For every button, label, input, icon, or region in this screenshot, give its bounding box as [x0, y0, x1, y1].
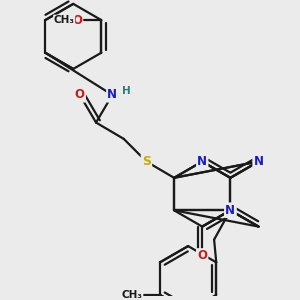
Text: N: N — [197, 155, 207, 168]
Text: S: S — [142, 155, 151, 168]
Text: N: N — [254, 155, 263, 168]
Text: N: N — [225, 204, 236, 217]
Text: O: O — [197, 249, 207, 262]
Text: N: N — [225, 204, 236, 217]
Text: H: H — [122, 86, 131, 96]
Text: O: O — [72, 14, 82, 27]
Text: CH₃: CH₃ — [54, 15, 75, 25]
Text: O: O — [75, 88, 85, 101]
Text: CH₃: CH₃ — [122, 290, 143, 300]
Text: N: N — [107, 88, 117, 101]
